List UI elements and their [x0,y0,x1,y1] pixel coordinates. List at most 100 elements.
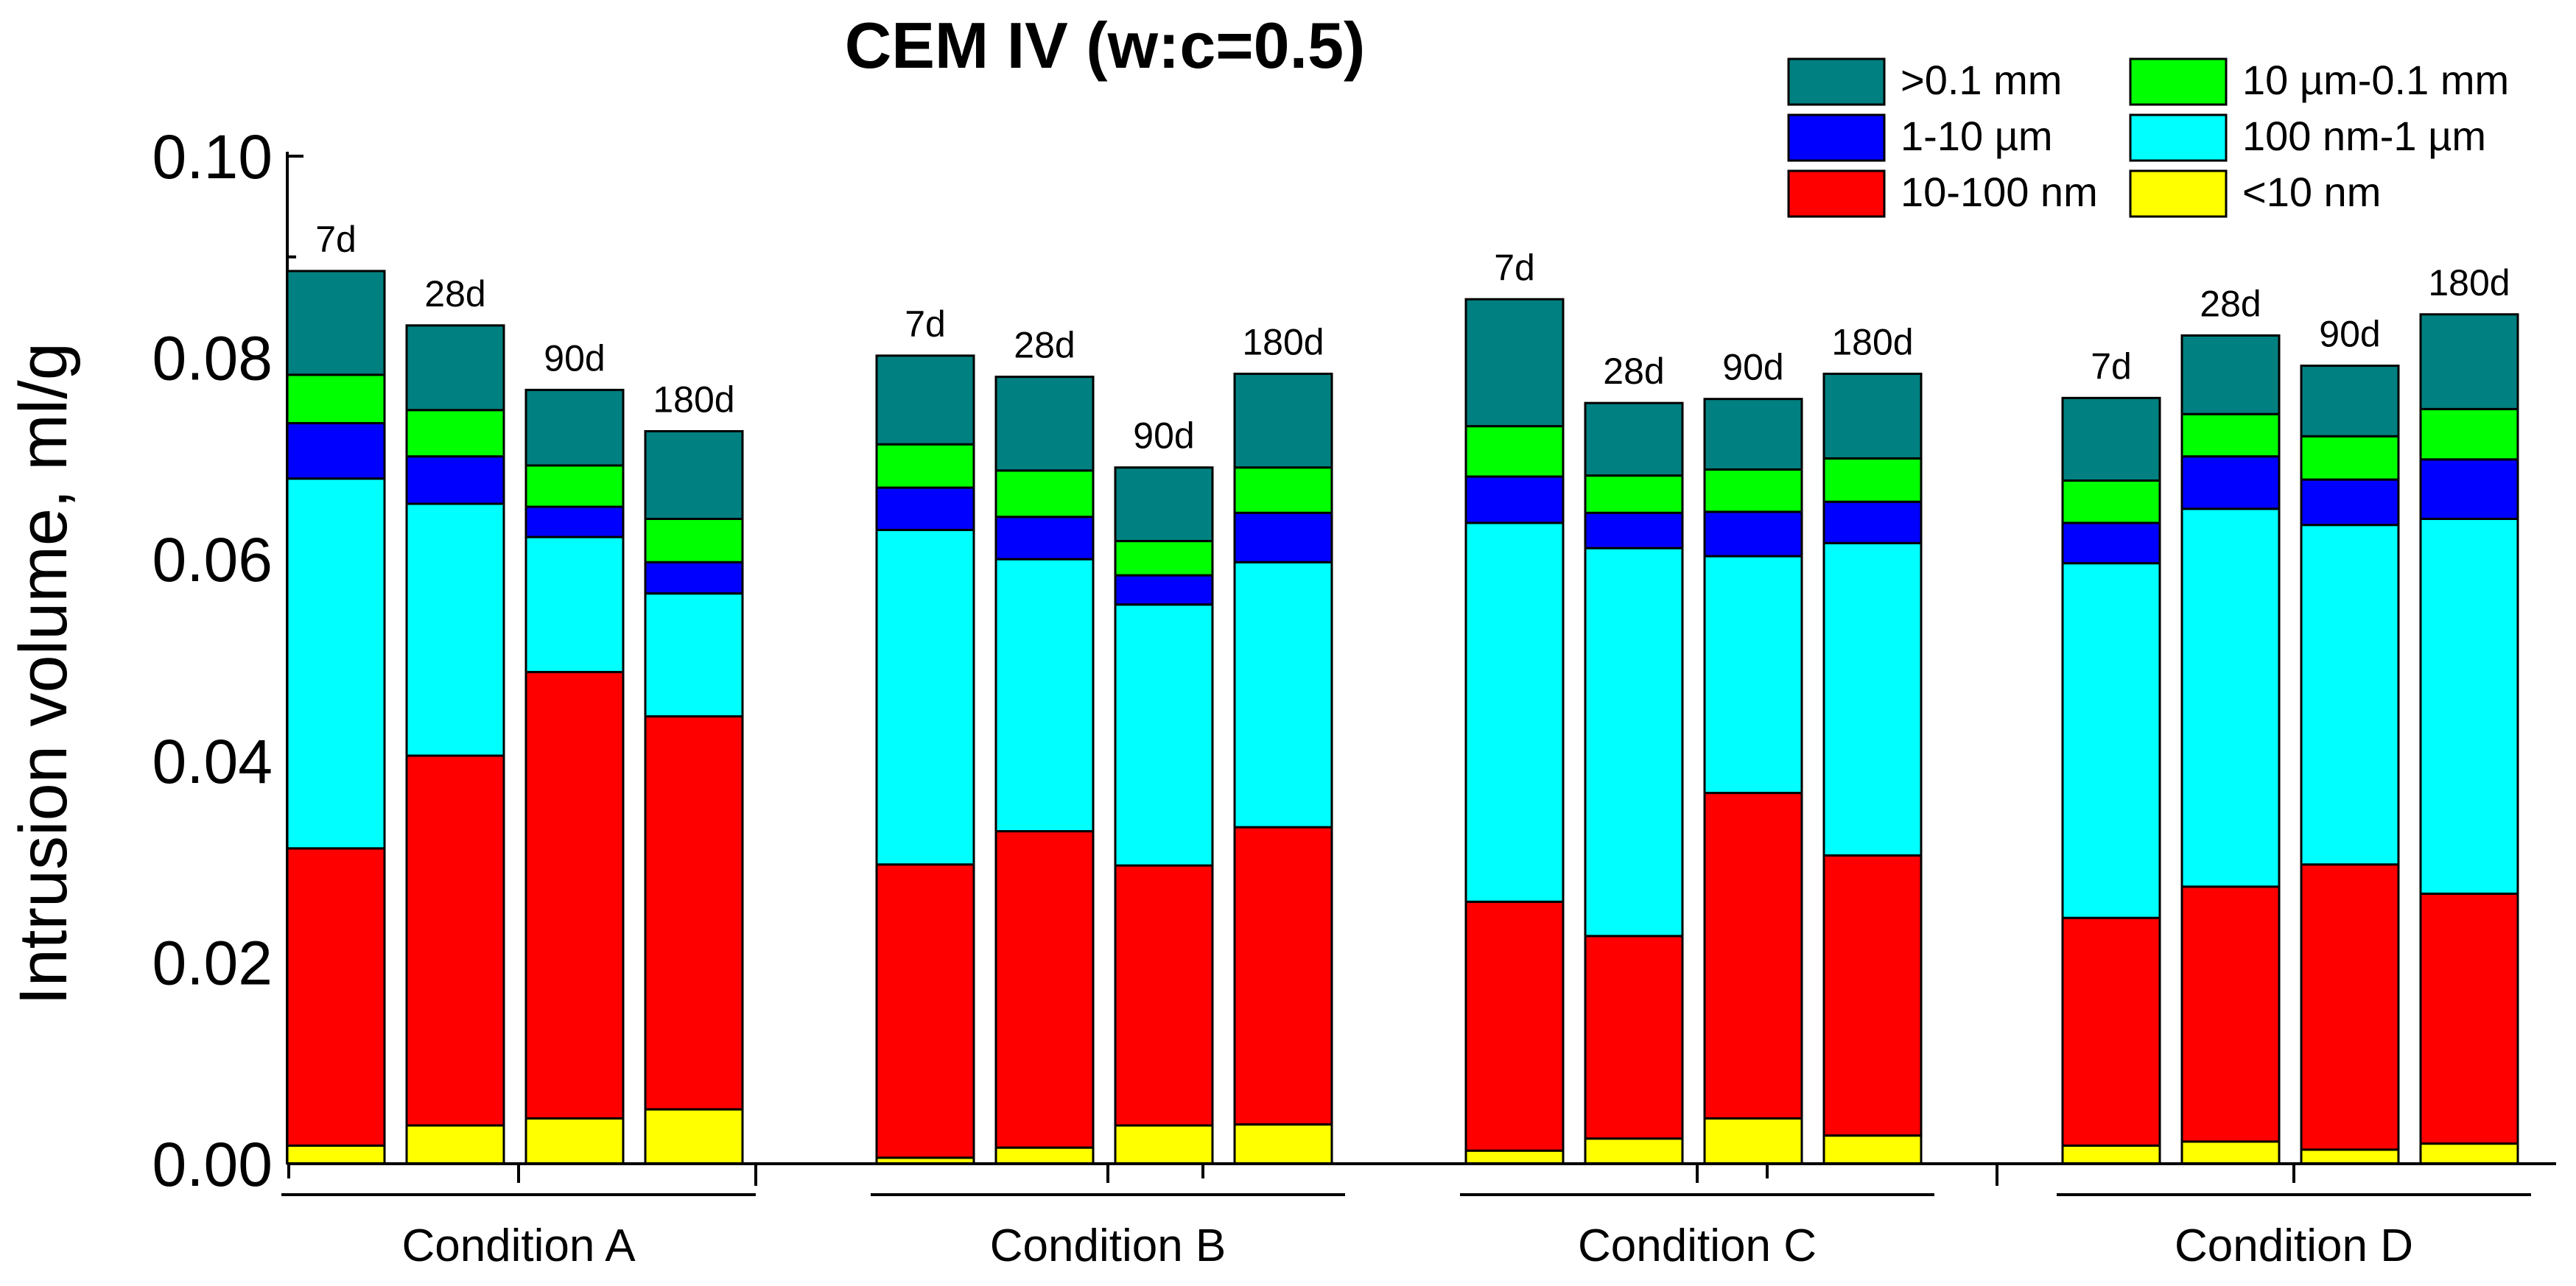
bar-segment [1464,298,1565,428]
bar-segment [994,469,1095,519]
y-axis-label: Intrusion volume, ml/g [6,342,81,1005]
bar-stack: 28d [1584,351,1684,1165]
bar-segment [1703,398,1803,471]
bar-segment [2180,1140,2281,1165]
bar-segment [1822,1134,1923,1165]
bar-segment [1822,854,1923,1137]
y-tick-label: 0.04 [152,727,273,796]
bar-segment [405,502,505,757]
bar-age-label: 28d [1014,325,1075,366]
bar-stack: 180d [1233,321,1333,1165]
bar-segment [644,561,744,595]
bar-age-label: 7d [905,303,946,345]
bar-segment [2300,524,2400,866]
y-tick-label: 0.00 [152,1130,273,1199]
bar-segment [1114,603,1214,867]
y-tick-label: 0.06 [152,525,273,594]
legend-swatch [2129,169,2228,218]
bar-age-label: 90d [2319,314,2380,355]
bar-segment [2300,435,2400,481]
bar-segment [1584,511,1684,549]
bar-stack: 180d [1822,321,1923,1165]
bar-segment [875,486,975,532]
bar-segment [2061,479,2161,524]
bar-segment [2061,396,2161,482]
bar-segment [2300,863,2400,1151]
legend-label: 10 µm-0.1 mm [2242,57,2509,103]
bar-age-label: 7d [315,219,357,260]
group-label: Condition A [401,1220,636,1271]
bar-stack: 90d [1703,347,1803,1165]
bar-segment [2419,892,2519,1145]
bar-segment [2180,455,2281,510]
bar-segment [524,1117,625,1165]
bar-age-label: 90d [1133,415,1194,457]
legend-entry: 10 µm-0.1 mm [2129,57,2509,106]
bar-segment [2061,916,2161,1147]
bar-age-label: 7d [2091,345,2132,387]
bar-stack: 28d [2180,284,2281,1165]
bar-segment [286,847,386,1147]
bar-stack: 28d [994,325,1095,1165]
bar-segment [524,505,625,538]
bar-segment [2419,313,2519,410]
bar-segment [286,477,386,850]
bar-segment [286,1144,386,1165]
bar-segment [875,354,975,446]
bar-segment [1584,474,1684,514]
group-label: Condition D [2175,1220,2413,1271]
bar-stack: 7d [875,303,975,1165]
bar-segment [644,517,744,563]
bar-segment [1464,900,1565,1152]
bar-age-label: 180d [2428,262,2510,303]
bar-age-label: 90d [544,337,605,379]
bar-segment [524,670,625,1120]
bar-segment [994,1146,1095,1165]
legend-entry: 1-10 µm [1787,113,2053,162]
bar-segment [1233,1123,1333,1165]
bar-age-label: 7d [1494,247,1535,288]
bar-segment [2061,562,2161,919]
bar-segment [644,592,744,718]
bar-segment [524,464,625,508]
bar-segment [2180,885,2281,1143]
bar-segment [2180,507,2281,888]
bar-segment [1114,864,1214,1127]
bar-segment [1703,468,1803,513]
bar-segment [875,529,975,866]
bar-segment [405,754,505,1127]
bar-segment [1233,561,1333,829]
legend: >0.1 mm 10 µm-0.1 mm 1-10 µm 100 nm-1 µm 10-… [1787,57,2509,218]
bar-segment [994,830,1095,1149]
bar-age-label: 180d [1242,321,1324,362]
legend-entry: <10 nm [2129,169,2381,218]
bar-stack: 90d [524,337,625,1165]
legend-entry: 100 nm-1 µm [2129,113,2486,162]
bar-segment [2061,521,2161,565]
y-axis: 0.00 0.02 0.04 0.06 0.08 0.10 [152,122,303,1199]
bar-segment [1703,792,1803,1120]
bar-segment [1233,826,1333,1126]
bar-segment [875,863,975,1159]
group-label: Condition C [1578,1220,1817,1271]
bar-segment [1584,547,1684,938]
bar-stack: 90d [1114,415,1214,1165]
bar-stack: 7d [286,219,386,1165]
bar-segment [1233,372,1333,469]
bar-segment [2180,412,2281,458]
bars-layer: 7d 28d 90d 180d 7d 28d 90d 180d 7d 28d 90d 180d 7d 28… [286,219,2519,1165]
legend-label: >0.1 mm [1901,57,2062,103]
bar-segment [1464,425,1565,478]
bar-segment [1703,1117,1803,1165]
bar-segment [286,422,386,480]
bar-segment [1233,511,1333,563]
bar-stack: 7d [1464,247,1565,1165]
bar-segment [994,516,1095,561]
bar-segment [405,409,505,458]
bar-age-label: 180d [1831,321,1913,362]
legend-swatch [2129,113,2228,162]
bar-segment [1464,521,1565,903]
bar-segment [1464,1149,1565,1165]
